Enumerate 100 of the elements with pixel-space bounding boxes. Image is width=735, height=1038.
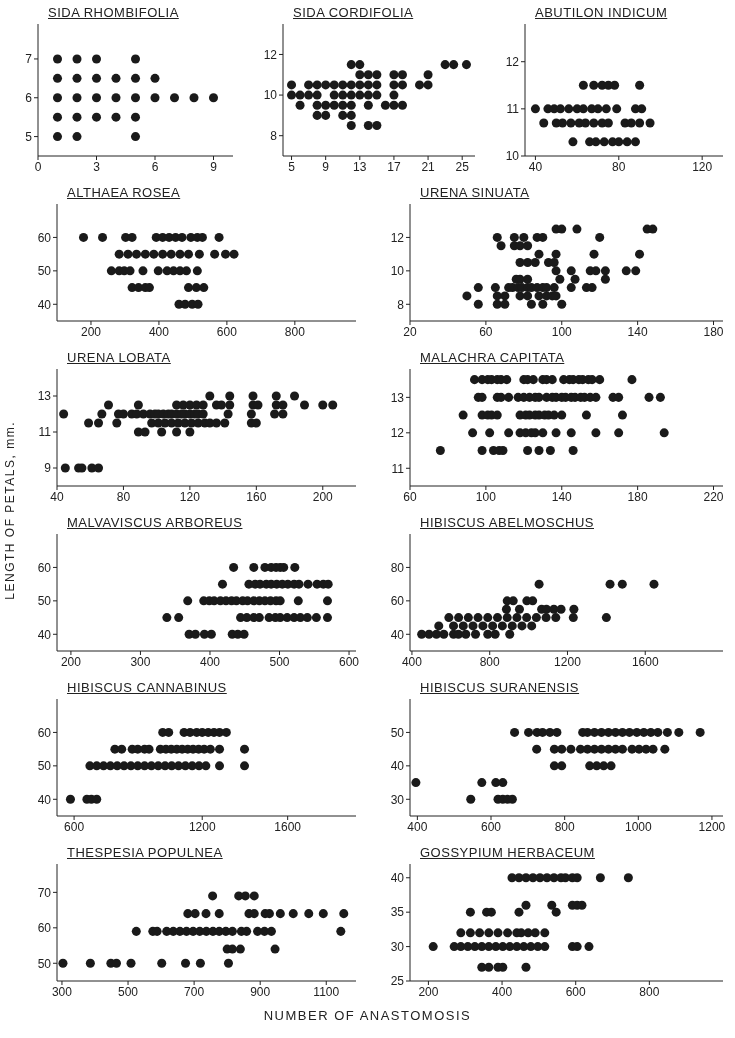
point (483, 613, 493, 623)
chart-title: ALTHAEA ROSEA (67, 185, 181, 200)
x-tick-label: 17 (387, 159, 401, 174)
point (397, 80, 407, 90)
point (208, 891, 218, 901)
point (601, 613, 611, 623)
y-tick-label: 10 (263, 88, 278, 103)
point (111, 112, 121, 122)
point (190, 909, 200, 919)
point (645, 118, 655, 128)
x-tick-label: 80 (612, 159, 626, 174)
point (557, 761, 567, 771)
point (336, 926, 346, 936)
point (72, 54, 82, 64)
point (117, 744, 127, 754)
point (493, 928, 503, 938)
point (531, 613, 541, 623)
x-tick-label: 1200 (188, 819, 216, 834)
point (346, 60, 356, 70)
point (389, 90, 399, 100)
x-tick-label: 600 (481, 819, 502, 834)
point (52, 93, 63, 103)
x-tick-label: 120 (692, 159, 713, 174)
y-tick-label: 40 (37, 792, 52, 807)
x-tick-label: 180 (627, 489, 648, 504)
point (649, 579, 659, 589)
point (355, 80, 365, 90)
point (199, 283, 209, 293)
chart-title: MALACHRA CAPITATA (420, 350, 565, 365)
point (158, 249, 168, 259)
point (637, 104, 647, 114)
point (449, 60, 459, 70)
point (72, 132, 82, 142)
point (630, 137, 640, 147)
point (287, 80, 297, 90)
point (130, 112, 141, 122)
x-tick-label: 600 (216, 324, 238, 339)
point (569, 604, 579, 614)
point (130, 73, 141, 83)
chart-title: HIBISCUS SURANENSIS (420, 680, 580, 695)
point (389, 80, 399, 90)
point (175, 249, 185, 259)
y-tick-label: 40 (390, 871, 405, 886)
point (551, 613, 561, 623)
point (389, 100, 399, 110)
y-tick-label: 60 (390, 594, 405, 609)
x-tick-label: 800 (554, 819, 575, 834)
point (111, 73, 121, 83)
x-tick-label: 21 (421, 159, 436, 174)
point (521, 900, 531, 910)
point (72, 112, 82, 122)
x-tick-label: 1100 (313, 984, 340, 999)
point (338, 80, 348, 90)
point (221, 249, 231, 259)
y-tick-label: 10 (505, 149, 520, 164)
y-tick-label: 40 (37, 297, 52, 312)
point (312, 90, 322, 100)
point (214, 909, 224, 919)
point (346, 90, 356, 100)
point (440, 60, 450, 70)
point (541, 613, 551, 623)
point (363, 90, 373, 100)
point (157, 958, 167, 968)
point (488, 621, 498, 631)
x-tick-label: 200 (60, 654, 82, 669)
chart-title: HIBISCUS ABELMOSCHUS (420, 515, 594, 530)
point (318, 909, 328, 919)
point (127, 232, 137, 242)
x-tick-label: 3 (93, 159, 101, 174)
point (568, 137, 578, 147)
point (517, 621, 527, 631)
point (530, 928, 540, 938)
chart-title: GOSSYPIUM HERBACEUM (420, 845, 595, 860)
x-tick-label: 5 (288, 159, 296, 174)
point (463, 613, 473, 623)
point (510, 727, 520, 737)
point (91, 54, 102, 64)
point (539, 118, 549, 128)
point (389, 70, 399, 80)
y-tick-label: 60 (37, 560, 52, 575)
point (195, 958, 205, 968)
point (660, 744, 670, 754)
x-tick-label: 6 (151, 159, 159, 174)
point (372, 70, 382, 80)
point (557, 744, 567, 754)
point (52, 112, 63, 122)
x-tick-label: 400 (148, 324, 170, 339)
x-tick-label: 600 (339, 654, 360, 669)
point (111, 93, 121, 103)
point (346, 110, 356, 120)
point (169, 93, 180, 103)
point (527, 621, 537, 631)
y-tick-label: 7 (25, 52, 33, 67)
point (501, 604, 511, 614)
point (397, 70, 407, 80)
y-tick-label: 12 (390, 426, 405, 441)
point (522, 613, 532, 623)
point (58, 958, 68, 968)
point (266, 926, 276, 936)
point (346, 80, 356, 90)
